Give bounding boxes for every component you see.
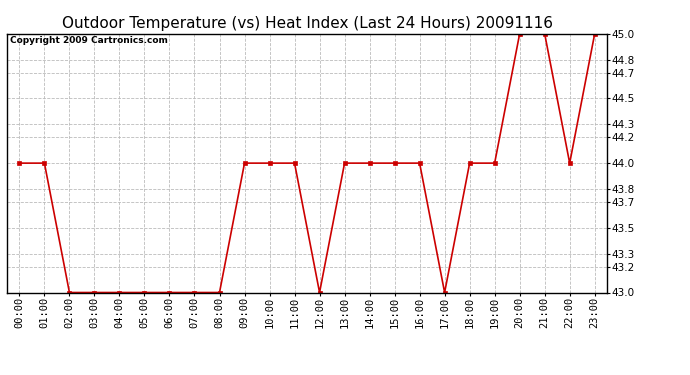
Title: Outdoor Temperature (vs) Heat Index (Last 24 Hours) 20091116: Outdoor Temperature (vs) Heat Index (Las…: [61, 16, 553, 31]
Text: Copyright 2009 Cartronics.com: Copyright 2009 Cartronics.com: [10, 36, 168, 45]
